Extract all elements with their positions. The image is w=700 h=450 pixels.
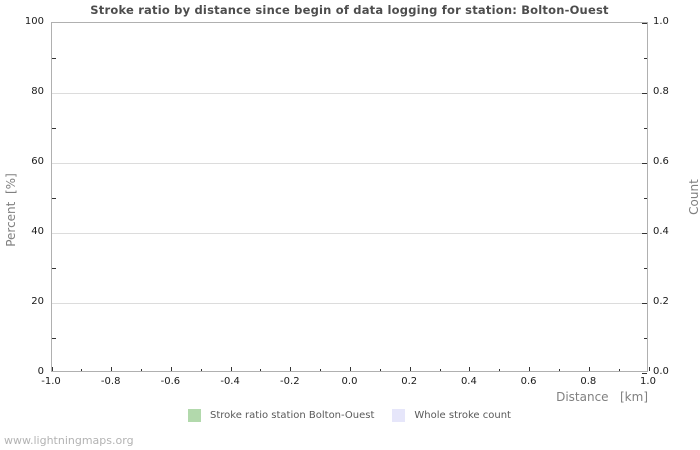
y-right-tick-label: 1.0 xyxy=(653,16,669,27)
x-axis-label: Distance [km] xyxy=(556,390,648,404)
x-major-tick xyxy=(648,367,650,371)
legend-label: Whole stroke count xyxy=(414,410,511,421)
y-right-major-tick xyxy=(642,163,647,164)
x-minor-tick xyxy=(141,369,143,371)
y-right-tick-label: 0.8 xyxy=(653,86,669,97)
x-major-tick xyxy=(588,367,590,371)
gridline xyxy=(52,162,647,164)
x-minor-tick xyxy=(618,369,620,371)
y-right-minor-tick xyxy=(644,198,647,199)
y-right-tick-label: 0.2 xyxy=(653,296,669,307)
x-tick-label: -0.4 xyxy=(220,376,240,387)
y-right-major-tick xyxy=(642,303,647,304)
x-tick-label: 0.6 xyxy=(520,376,537,387)
x-major-tick xyxy=(170,367,172,371)
x-minor-tick xyxy=(320,369,322,371)
y-right-minor-tick xyxy=(644,58,647,59)
gridline xyxy=(52,232,647,234)
legend-label: Stroke ratio station Bolton-Ouest xyxy=(210,410,375,421)
chart-title: Stroke ratio by distance since begin of … xyxy=(90,3,609,17)
x-minor-tick xyxy=(558,369,560,371)
gridline xyxy=(52,302,647,304)
x-tick-label: 0.0 xyxy=(341,376,358,387)
x-major-tick xyxy=(409,367,411,371)
x-tick-label: 0.8 xyxy=(580,376,597,387)
legend-swatch xyxy=(392,409,406,422)
x-minor-tick xyxy=(439,369,441,371)
x-tick-label: -0.6 xyxy=(160,376,181,387)
y-right-tick-label: 0.6 xyxy=(653,156,669,167)
y-axis-label-right: Count xyxy=(687,179,700,215)
x-tick-label: 0.2 xyxy=(401,376,418,387)
x-minor-tick xyxy=(81,369,83,371)
legend-item: Whole stroke count xyxy=(392,409,511,422)
x-major-tick xyxy=(529,367,531,371)
y-right-major-tick xyxy=(642,373,647,374)
y-left-tick-label: 20 xyxy=(31,296,44,307)
x-tick-label: -0.2 xyxy=(280,376,300,387)
y-left-minor-tick xyxy=(52,128,56,129)
x-tick-label: -1.0 xyxy=(41,376,61,387)
watermark: www.lightningmaps.org xyxy=(4,434,134,447)
y-right-tick-label: 0.0 xyxy=(653,366,669,377)
x-tick-label: -0.8 xyxy=(100,376,121,387)
x-major-tick xyxy=(51,367,53,371)
y-left-tick-label: 0 xyxy=(37,366,44,377)
legend-item: Stroke ratio station Bolton-Ouest xyxy=(188,409,374,422)
y-left-minor-tick xyxy=(52,198,56,199)
gridline xyxy=(52,92,647,94)
y-left-minor-tick xyxy=(52,338,56,339)
y-right-minor-tick xyxy=(644,268,647,269)
x-minor-tick xyxy=(200,369,202,371)
x-tick-label: 1.0 xyxy=(640,376,656,387)
y-left-tick-label: 40 xyxy=(31,226,44,237)
y-right-minor-tick xyxy=(644,338,647,339)
y-left-tick-label: 80 xyxy=(31,86,44,97)
legend: Stroke ratio station Bolton-Ouest Whole s… xyxy=(51,409,648,422)
y-right-minor-tick xyxy=(644,128,647,129)
y-left-tick-label: 60 xyxy=(31,156,44,167)
plot-area xyxy=(51,22,650,374)
y-right-tick-label: 0.4 xyxy=(653,226,669,237)
x-minor-tick xyxy=(499,369,501,371)
x-major-tick xyxy=(469,367,471,371)
x-major-tick xyxy=(111,367,113,371)
x-major-tick xyxy=(350,367,351,371)
x-major-tick xyxy=(290,367,292,371)
y-right-major-tick xyxy=(642,93,647,94)
x-tick-label: 0.4 xyxy=(460,376,477,387)
x-minor-tick xyxy=(379,369,381,371)
x-major-tick xyxy=(230,367,232,371)
legend-swatch xyxy=(188,409,202,422)
y-left-minor-tick xyxy=(52,58,56,59)
y-right-major-tick xyxy=(642,23,647,24)
y-left-minor-tick xyxy=(52,268,56,269)
y-right-major-tick xyxy=(642,233,647,234)
y-left-tick-label: 100 xyxy=(24,16,44,27)
x-minor-tick xyxy=(260,369,262,371)
